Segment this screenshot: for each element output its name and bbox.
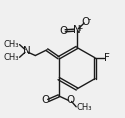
Text: N: N (73, 25, 81, 35)
Text: CH₃: CH₃ (77, 103, 92, 112)
Text: O: O (82, 17, 90, 27)
Text: O: O (59, 26, 67, 36)
Text: N: N (23, 46, 31, 56)
Text: +: + (77, 24, 83, 33)
Text: O: O (66, 95, 74, 105)
Text: -: - (88, 15, 91, 24)
Text: CH₃: CH₃ (4, 40, 19, 48)
Text: CH₃: CH₃ (4, 53, 19, 62)
Text: F: F (104, 53, 110, 63)
Text: O: O (42, 95, 50, 105)
